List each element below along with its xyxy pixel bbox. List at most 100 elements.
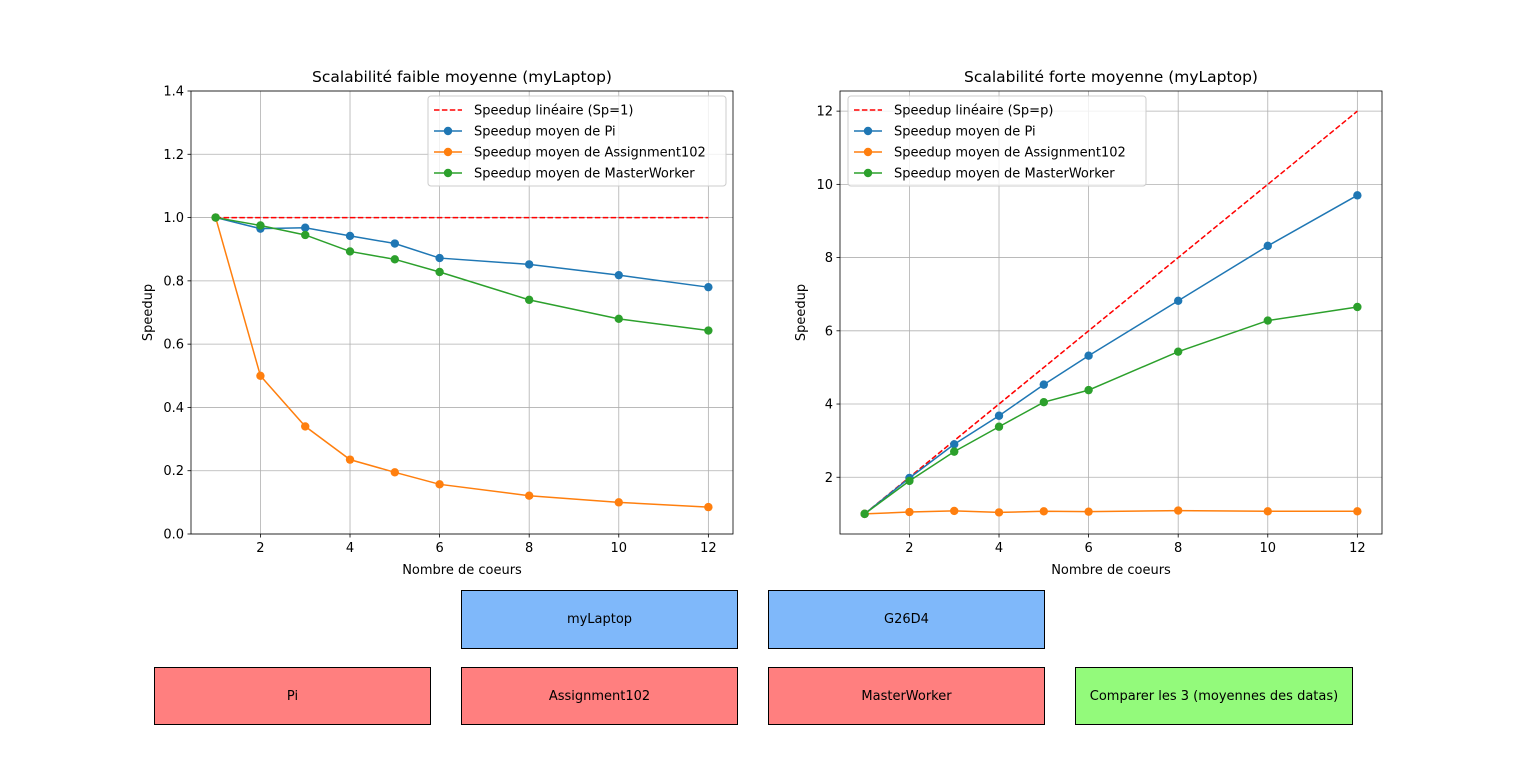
legend-marker (443, 168, 453, 178)
y-axis-label: Speedup (794, 284, 809, 341)
data-point (435, 480, 444, 489)
data-point (614, 270, 623, 280)
data-point (1173, 296, 1183, 305)
plot-frame (839, 90, 1383, 535)
y-axis-label: Speedup (141, 284, 156, 341)
x-tick-label: 2 (256, 541, 264, 556)
data-point (994, 508, 1004, 517)
legend-marker (863, 126, 873, 136)
chart-1: 2 4 6 8 10 12 0.0 0.2 0.4 0.6 0.8 1.0 1.2 1.4 Scalabil… (141, 68, 734, 578)
x-tick-label: 12 (1349, 541, 1366, 556)
y-tick-label: 1.0 (163, 211, 184, 226)
data-point (905, 507, 914, 517)
y-tick-label: 12 (816, 105, 833, 120)
data-point (950, 440, 959, 449)
y-tick-label: 0.2 (163, 464, 184, 479)
data-point (704, 282, 713, 292)
x-tick-label: 2 (905, 541, 913, 556)
data-point (256, 371, 265, 380)
data-point (1353, 191, 1362, 200)
data-point (1084, 385, 1093, 395)
data-point (994, 422, 1004, 431)
data-point (524, 260, 534, 269)
data-point (905, 476, 914, 486)
legend-marker (863, 147, 873, 157)
x-axis-label: Nombre de coeurs (1051, 563, 1171, 578)
data-point (1084, 351, 1093, 360)
x-tick-label: 8 (1174, 541, 1182, 556)
x-tick-label: 10 (611, 541, 628, 556)
y-tick-label: 8 (825, 251, 833, 266)
data-point (704, 502, 713, 512)
y-tick-label: 4 (825, 398, 833, 413)
y-tick-label: 1.4 (163, 85, 184, 100)
legend-marker (443, 147, 453, 157)
data-point (1263, 316, 1272, 325)
legend-marker (863, 168, 873, 178)
chart-title: Scalabilité faible moyenne (myLaptop) (312, 68, 612, 86)
data-point (1039, 380, 1049, 389)
y-tick-label: 10 (816, 178, 833, 193)
y-tick-label: 0.8 (163, 274, 184, 289)
chart-2: 2 4 6 8 10 12 2 4 6 8 10 12 Scalabilité forte moyenn… (794, 68, 1383, 578)
data-point (301, 230, 310, 240)
y-tick-label: 6 (825, 324, 833, 339)
data-point (1263, 507, 1272, 516)
data-point (1039, 397, 1049, 407)
data-point (301, 223, 310, 232)
legend-marker (443, 126, 453, 136)
data-point (994, 411, 1004, 420)
legend-label: Speedup moyen de Pi (894, 125, 1036, 140)
data-point (211, 213, 220, 222)
data-point (1173, 347, 1183, 356)
legend-box (427, 95, 727, 187)
data-point (435, 253, 444, 263)
data-point (704, 326, 713, 335)
data-point (1263, 241, 1272, 251)
legend-label: Speedup moyen de MasterWorker (894, 167, 1115, 182)
y-tick-label: 1.2 (163, 148, 184, 163)
masterworker-button[interactable]: MasterWorker (768, 667, 1045, 725)
compare-button[interactable]: Comparer les 3 (moyennes des datas) (1075, 667, 1353, 725)
data-point (390, 255, 400, 264)
pi-button[interactable]: Pi (154, 667, 431, 725)
data-point (1353, 507, 1362, 516)
x-tick-label: 10 (1260, 541, 1277, 556)
data-point (950, 506, 959, 516)
data-point (524, 295, 534, 305)
legend-label: Speedup linéaire (Sp=1) (474, 104, 633, 119)
data-point (390, 468, 400, 477)
data-point (301, 422, 310, 431)
data-point (524, 491, 534, 500)
data-point (1084, 507, 1093, 516)
assignment102-button[interactable]: Assignment102 (461, 667, 738, 725)
y-tick-label: 0.0 (163, 528, 184, 543)
legend-label: Speedup moyen de Assignment102 (894, 146, 1126, 161)
y-tick-label: 0.4 (163, 401, 184, 416)
mylaptop-button[interactable]: myLaptop (461, 590, 738, 649)
data-point (1353, 302, 1362, 312)
data-point (1173, 506, 1183, 515)
legend: Speedup linéaire (Sp=1) Speedup moyen de … (427, 95, 727, 187)
data-point (345, 247, 355, 256)
data-point (256, 221, 265, 230)
x-tick-label: 6 (1084, 541, 1092, 556)
y-tick-label: 0.6 (163, 338, 184, 353)
data-point (1039, 507, 1049, 516)
data-point (390, 239, 400, 248)
x-tick-label: 6 (435, 541, 443, 556)
legend-box (847, 95, 1147, 187)
legend-label: Speedup moyen de Pi (474, 125, 616, 140)
legend-label: Speedup moyen de Assignment102 (474, 146, 706, 161)
data-point (860, 509, 869, 519)
y-tick-label: 2 (825, 471, 833, 486)
data-point (950, 447, 959, 456)
data-point (614, 314, 623, 324)
data-point (614, 498, 623, 507)
legend-label: Speedup linéaire (Sp=p) (894, 104, 1053, 119)
g26d4-button[interactable]: G26D4 (768, 590, 1045, 649)
x-tick-label: 12 (700, 541, 717, 556)
legend-label: Speedup moyen de MasterWorker (474, 167, 695, 182)
series-line-1 (864, 110, 1358, 515)
